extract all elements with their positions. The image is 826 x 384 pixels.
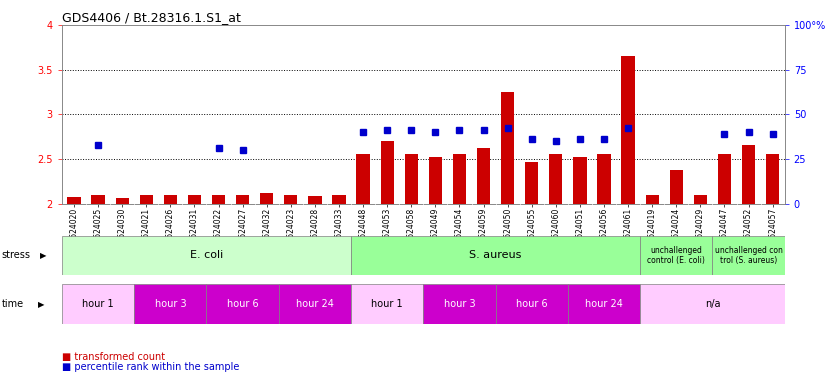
Bar xyxy=(92,195,105,204)
Bar xyxy=(766,154,779,204)
Bar xyxy=(525,162,539,204)
Text: ▶: ▶ xyxy=(40,251,46,260)
Bar xyxy=(501,92,515,204)
Bar xyxy=(621,56,634,204)
Text: ■ percentile rank within the sample: ■ percentile rank within the sample xyxy=(62,362,240,372)
Bar xyxy=(212,195,225,204)
Bar xyxy=(712,236,785,275)
Text: unchallenged
control (E. coli): unchallenged control (E. coli) xyxy=(648,246,705,265)
Text: S. aureus: S. aureus xyxy=(469,250,522,260)
Text: hour 24: hour 24 xyxy=(585,299,623,310)
Text: hour 6: hour 6 xyxy=(227,299,259,310)
Text: stress: stress xyxy=(2,250,31,260)
Bar xyxy=(718,154,731,204)
Bar xyxy=(206,284,278,324)
Text: hour 24: hour 24 xyxy=(296,299,334,310)
Bar xyxy=(134,284,206,324)
Bar xyxy=(573,157,586,204)
Text: unchallenged con
trol (S. aureus): unchallenged con trol (S. aureus) xyxy=(714,246,782,265)
Bar xyxy=(405,154,418,204)
Bar xyxy=(640,236,712,275)
Bar xyxy=(284,195,297,204)
Text: hour 1: hour 1 xyxy=(372,299,403,310)
Bar xyxy=(164,195,177,204)
Bar xyxy=(357,154,370,204)
Bar xyxy=(670,170,683,204)
Text: time: time xyxy=(2,299,24,310)
Text: hour 6: hour 6 xyxy=(516,299,548,310)
Bar xyxy=(236,195,249,204)
Bar xyxy=(351,236,640,275)
Bar xyxy=(332,195,345,204)
Text: ▶: ▶ xyxy=(38,300,45,309)
Bar xyxy=(68,197,81,204)
Bar xyxy=(423,284,496,324)
Bar xyxy=(597,154,610,204)
Bar xyxy=(429,157,442,204)
Bar xyxy=(567,284,640,324)
Bar xyxy=(351,284,423,324)
Bar xyxy=(477,148,490,204)
Bar xyxy=(62,236,351,275)
Bar xyxy=(496,284,567,324)
Text: E. coli: E. coli xyxy=(190,250,223,260)
Bar xyxy=(308,196,321,204)
Bar xyxy=(188,195,201,204)
Bar xyxy=(116,198,129,204)
Bar xyxy=(640,284,785,324)
Text: n/a: n/a xyxy=(705,299,720,310)
Bar xyxy=(549,154,563,204)
Bar xyxy=(742,146,755,204)
Bar xyxy=(453,154,466,204)
Bar xyxy=(140,195,153,204)
Text: ■ transformed count: ■ transformed count xyxy=(62,352,165,362)
Text: hour 3: hour 3 xyxy=(444,299,475,310)
Bar xyxy=(694,195,707,204)
Text: hour 1: hour 1 xyxy=(83,299,114,310)
Text: GDS4406 / Bt.28316.1.S1_at: GDS4406 / Bt.28316.1.S1_at xyxy=(62,12,241,25)
Bar xyxy=(278,284,351,324)
Text: hour 3: hour 3 xyxy=(154,299,186,310)
Bar xyxy=(646,195,659,204)
Bar xyxy=(260,193,273,204)
Bar xyxy=(381,141,394,204)
Bar xyxy=(62,284,134,324)
